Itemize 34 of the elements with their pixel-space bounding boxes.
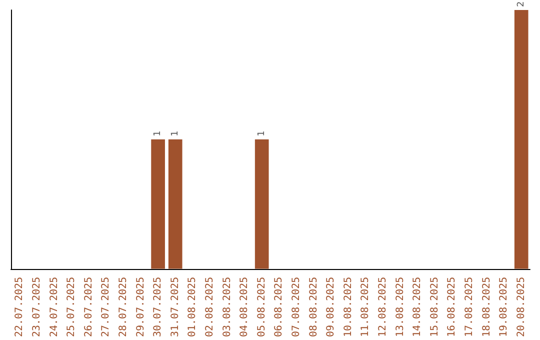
- x-tick-label: 29.07.2025: [135, 276, 146, 338]
- x-tick-label: 13.08.2025: [394, 276, 406, 338]
- x-tick-label: 27.07.2025: [100, 276, 112, 338]
- data-label: 1: [170, 130, 180, 136]
- data-label: 1: [153, 130, 164, 136]
- x-tick-label: 02.08.2025: [204, 276, 216, 338]
- x-tick-label: 16.08.2025: [446, 276, 458, 338]
- x-tick-label: 17.08.2025: [464, 276, 475, 338]
- x-tick-label: 18.08.2025: [481, 276, 492, 338]
- x-tick-label: 08.08.2025: [308, 276, 320, 338]
- x-tick-label: 22.07.2025: [14, 276, 26, 338]
- x-tick-label: 06.08.2025: [274, 276, 285, 338]
- x-tick-label: 05.08.2025: [256, 276, 268, 338]
- x-tick-label: 10.08.2025: [342, 276, 354, 338]
- x-tick-label: 04.08.2025: [239, 276, 250, 338]
- x-tick-label: 03.08.2025: [222, 276, 233, 338]
- x-tick-label: 09.08.2025: [326, 276, 337, 338]
- data-label: 2: [516, 1, 526, 7]
- x-tick-label: 30.07.2025: [152, 276, 164, 338]
- x-tick-label: 25.07.2025: [66, 276, 78, 338]
- data-label: 1: [256, 130, 267, 136]
- x-tick-label: 20.08.2025: [516, 276, 527, 338]
- x-tick-label: 07.08.2025: [290, 276, 302, 338]
- x-tick-label: 28.07.2025: [118, 276, 129, 338]
- x-tick-label: 12.08.2025: [377, 276, 388, 338]
- x-tick-label: 14.08.2025: [412, 276, 424, 338]
- x-tick-label: 23.07.2025: [31, 276, 42, 338]
- x-tick-label: 15.08.2025: [429, 276, 440, 338]
- x-tick-label: 19.08.2025: [498, 276, 510, 338]
- x-tick-label: 24.07.2025: [48, 276, 60, 338]
- x-tick-label: 01.08.2025: [187, 276, 198, 338]
- x-tick-label: 11.08.2025: [360, 276, 372, 338]
- x-tick-label: 31.07.2025: [170, 276, 181, 338]
- x-tick-label: 26.07.2025: [83, 276, 94, 338]
